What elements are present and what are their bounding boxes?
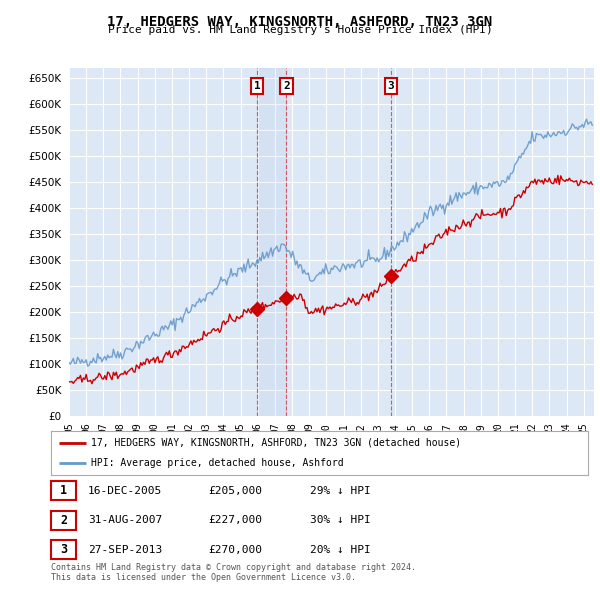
Text: 20% ↓ HPI: 20% ↓ HPI [310, 545, 371, 555]
Text: 17, HEDGERS WAY, KINGSNORTH, ASHFORD, TN23 3GN (detached house): 17, HEDGERS WAY, KINGSNORTH, ASHFORD, TN… [91, 438, 461, 448]
Text: 3: 3 [388, 81, 394, 91]
Text: 3: 3 [60, 543, 67, 556]
Text: 16-DEC-2005: 16-DEC-2005 [88, 486, 163, 496]
Text: 30% ↓ HPI: 30% ↓ HPI [310, 516, 371, 525]
Text: 31-AUG-2007: 31-AUG-2007 [88, 516, 163, 525]
Bar [257, 68, 286, 416]
Text: HPI: Average price, detached house, Ashford: HPI: Average price, detached house, Ashf… [91, 458, 344, 468]
Text: £270,000: £270,000 [208, 545, 262, 555]
Text: £227,000: £227,000 [208, 516, 262, 525]
Text: Price paid vs. HM Land Registry's House Price Index (HPI): Price paid vs. HM Land Registry's House … [107, 25, 493, 35]
Text: 17, HEDGERS WAY, KINGSNORTH, ASHFORD, TN23 3GN: 17, HEDGERS WAY, KINGSNORTH, ASHFORD, TN… [107, 15, 493, 29]
Text: 1: 1 [60, 484, 67, 497]
Text: 27-SEP-2013: 27-SEP-2013 [88, 545, 163, 555]
Text: £205,000: £205,000 [208, 486, 262, 496]
Text: 1: 1 [254, 81, 260, 91]
Text: This data is licensed under the Open Government Licence v3.0.: This data is licensed under the Open Gov… [51, 573, 356, 582]
Text: Contains HM Land Registry data © Crown copyright and database right 2024.: Contains HM Land Registry data © Crown c… [51, 563, 416, 572]
Text: 2: 2 [60, 514, 67, 527]
Text: 2: 2 [283, 81, 290, 91]
Text: 29% ↓ HPI: 29% ↓ HPI [310, 486, 371, 496]
